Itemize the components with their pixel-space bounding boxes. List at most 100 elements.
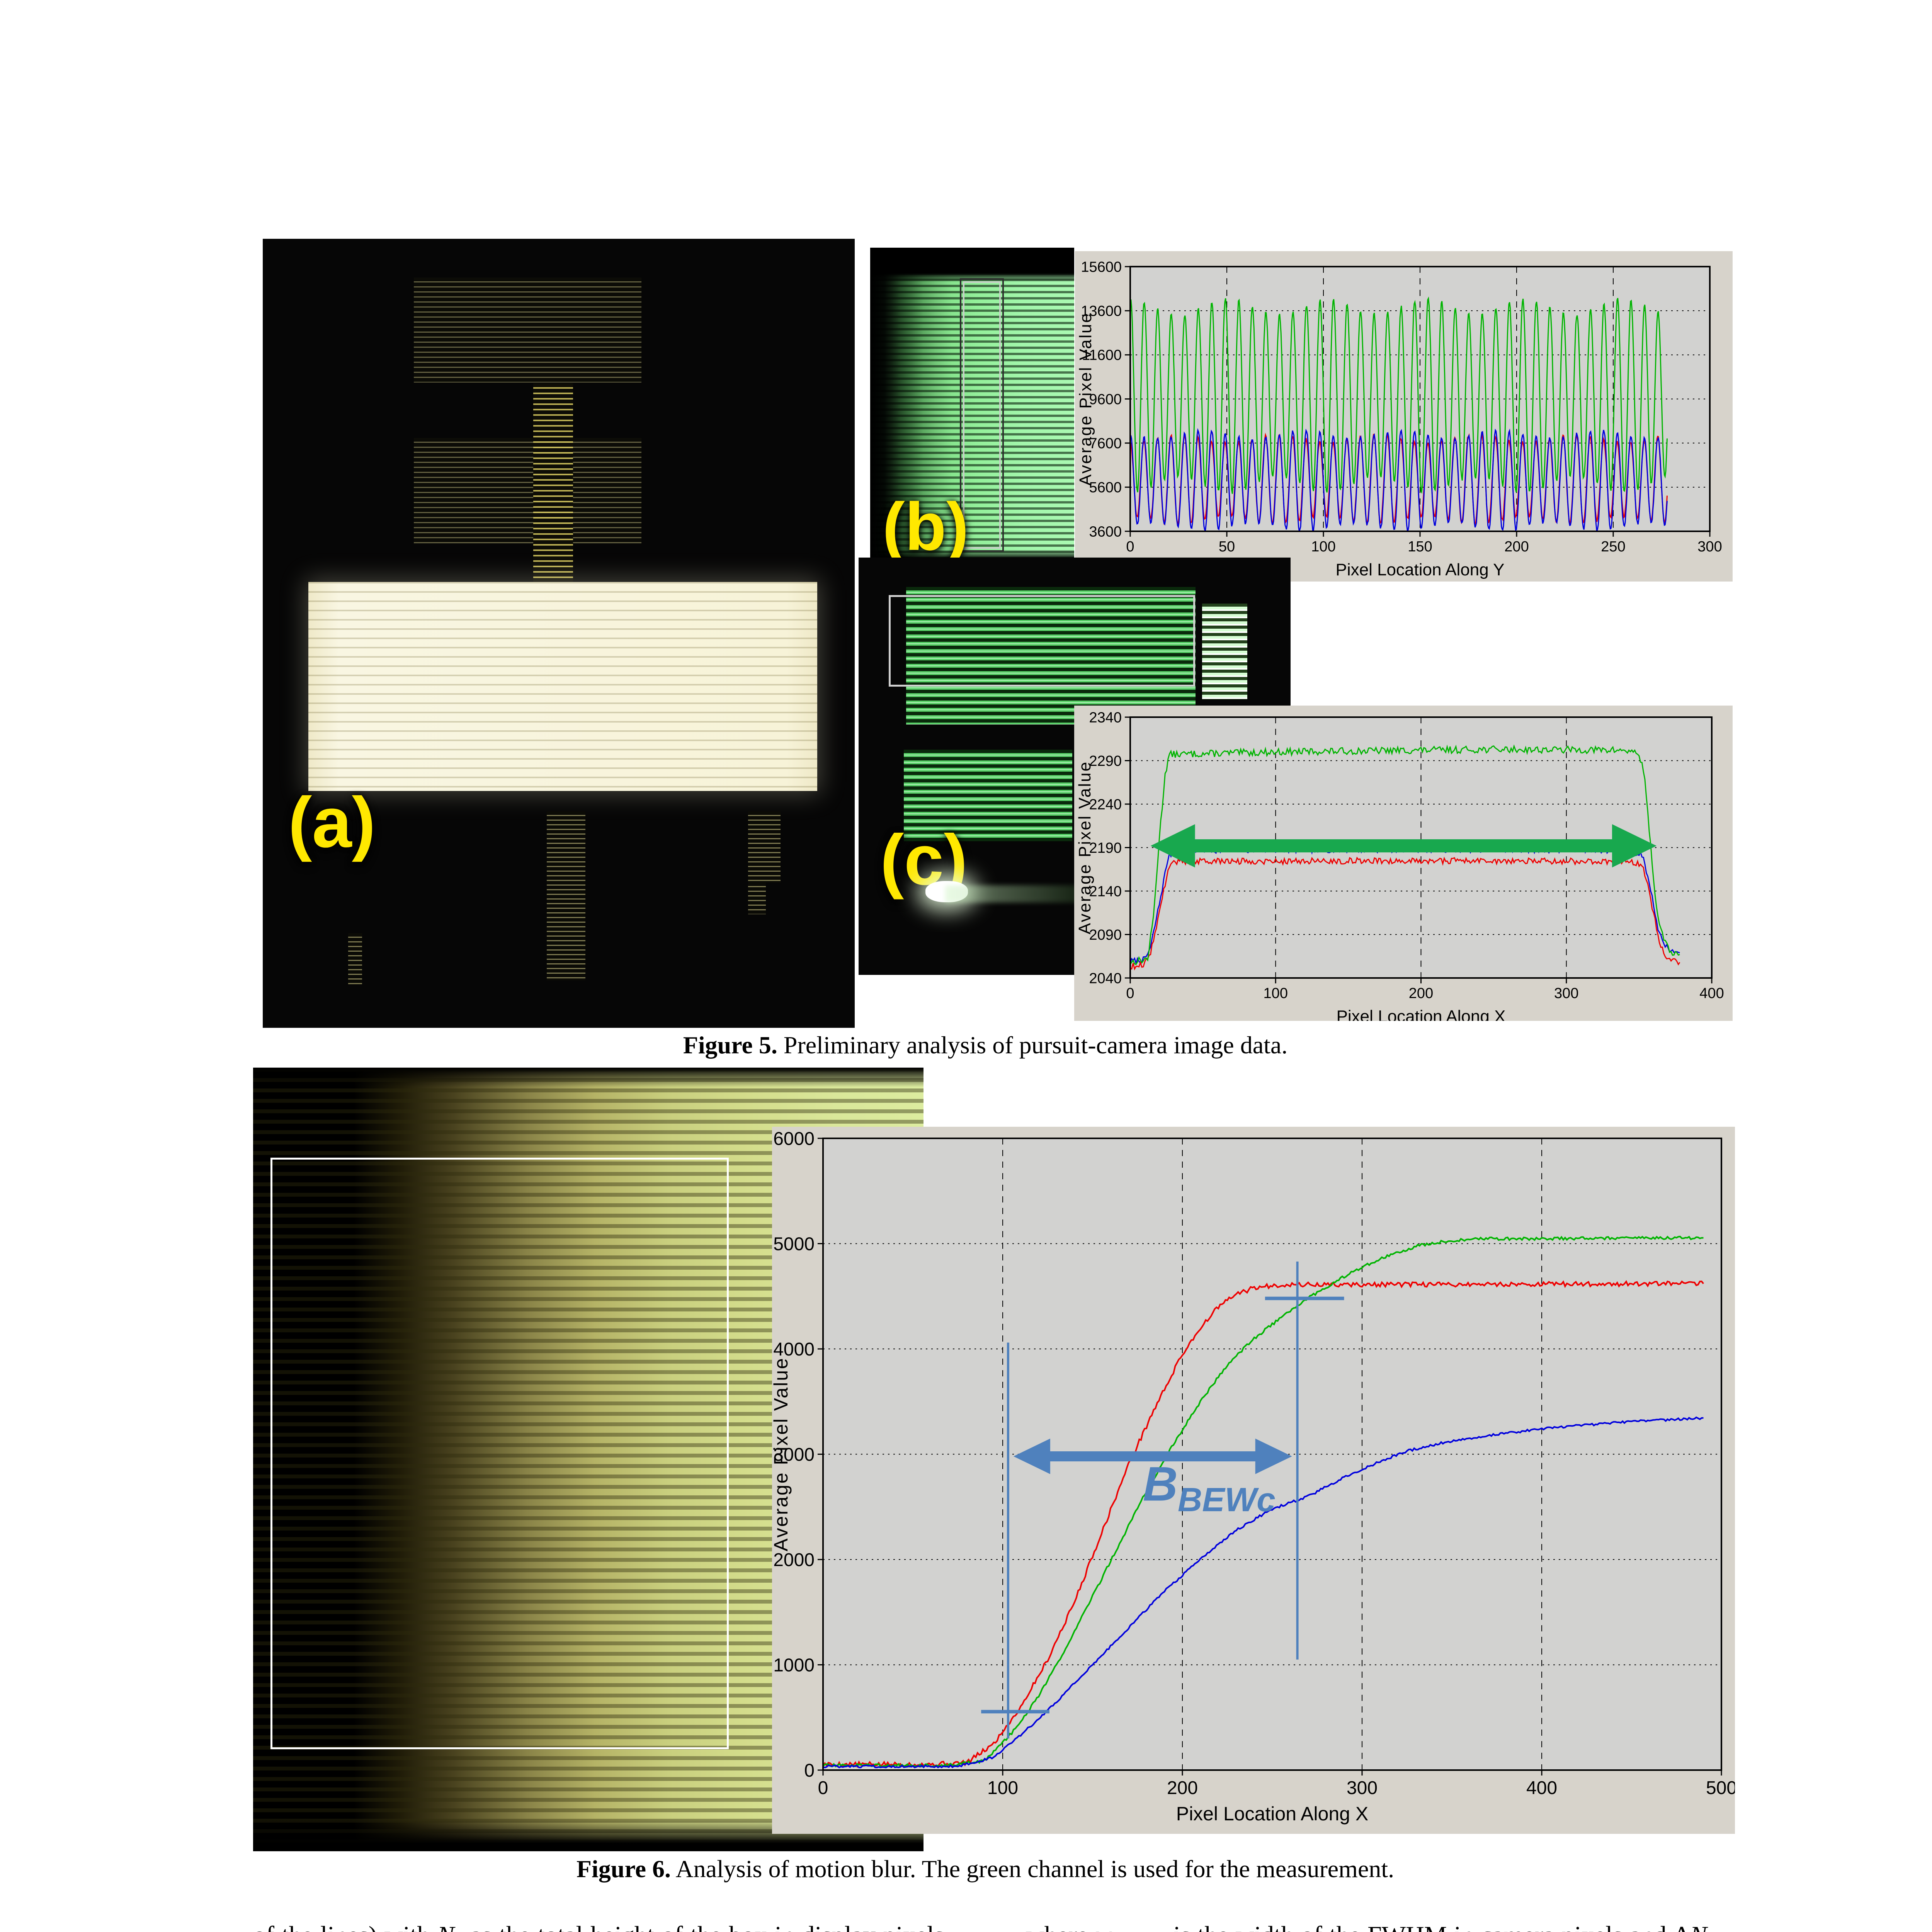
y-tick-label: 2340	[1089, 709, 1122, 726]
y-tick-label: 15600	[1081, 259, 1122, 275]
tiny-striped-column-left	[348, 933, 362, 985]
bbewc-annotation-label: BBEWc	[1143, 1457, 1276, 1519]
selection-rectangle	[889, 595, 1195, 687]
figure6-caption-text: Analysis of motion blur. The green chann…	[670, 1855, 1395, 1883]
x-tick-label: 300	[1554, 985, 1578, 1002]
left-column: of the lines) with Nh as the total heigh…	[253, 1914, 944, 1932]
plot-b-svg: 0 50 100 150 200 250 300 3600 5600 7600 9600 11600 1…	[1076, 259, 1722, 579]
fwhm-width-arrow-right-head	[1612, 824, 1657, 867]
x-tick-label: 400	[1526, 1778, 1557, 1798]
y-tick-label: 2040	[1089, 970, 1122, 986]
figure6-caption: Figure 6. Analysis of motion blur. The g…	[238, 1855, 1733, 1883]
bright-striped-box	[308, 582, 818, 791]
small-striped-column-right	[748, 811, 781, 883]
x-tick-label: 300	[1697, 539, 1722, 555]
y-tick-label: 13600	[1081, 303, 1122, 319]
x-tick-label: 100	[987, 1778, 1018, 1798]
y-axis-title: Average Pixel Value	[1076, 312, 1095, 486]
selection-rectangle-inner	[963, 281, 1001, 549]
vertical-striped-column	[533, 383, 573, 588]
x-axis-title: Pixel Location Along Y	[1335, 560, 1504, 579]
figure5-caption-text: Preliminary analysis of pursuit-camera i…	[777, 1031, 1288, 1059]
y-tick-label: 7600	[1089, 435, 1122, 452]
green-striped-box-top	[906, 587, 1196, 724]
x-tick-label: 200	[1167, 1778, 1198, 1798]
x-axis-title: Pixel Location Along X	[1176, 1803, 1369, 1825]
y-tick-label: 2190	[1089, 840, 1122, 856]
y-tick-label: 3000	[773, 1444, 815, 1465]
y-tick-label: 2140	[1089, 883, 1122, 900]
y-tick-label: 3600	[1089, 524, 1122, 540]
x-tick-label: 0	[1126, 539, 1134, 555]
y-tick-label: 5000	[773, 1234, 815, 1254]
plot-c-svg: 0 100 200 300 400 2040 2090 2140 2190 2240 2290 234…	[1075, 709, 1724, 1021]
series-green-channel	[1130, 744, 1680, 965]
figure5b-label: (b)	[882, 489, 969, 562]
data-series	[823, 1235, 1704, 1769]
x-tick-label: 500	[1706, 1778, 1735, 1798]
series-green-channel	[1130, 296, 1668, 494]
x-tick-label: 0	[1126, 985, 1134, 1002]
annotations	[1150, 824, 1657, 867]
small-striped-column-center	[547, 811, 585, 981]
x-axis-title: Pixel Location Along X	[1337, 1007, 1506, 1021]
body-paragraph: where wFWHM is the width of the FWHM in …	[1026, 1914, 1719, 1932]
x-tick-label: 400	[1699, 985, 1724, 1002]
y-tick-label: 9600	[1089, 391, 1122, 408]
right-column: where wFWHM is the width of the FWHM in …	[1026, 1914, 1719, 1932]
y-tick-label: 2290	[1089, 753, 1122, 769]
blur-edge-width-arrow-right-head	[1255, 1438, 1292, 1474]
selection-rectangle	[270, 1158, 729, 1750]
green-striped-box-bottom	[904, 749, 1073, 842]
figure5a-photo: (a)	[263, 239, 855, 1028]
y-tick-label: 11600	[1082, 347, 1122, 364]
bright-striped-column	[1202, 603, 1248, 700]
figure6-caption-number: Figure 6.	[576, 1855, 671, 1883]
plot-c-fwhm-profile: 0 100 200 300 400 2040 2090 2140 2190 2240 2290 234…	[1074, 706, 1733, 1021]
dim-striped-box-mid	[413, 437, 642, 544]
x-tick-label: 200	[1504, 539, 1529, 555]
dim-striped-box-top	[413, 277, 642, 383]
series-blue-channel	[823, 1416, 1704, 1769]
plot-fig6-svg: 0 100 200 300 400 500010002000300040005000600…	[772, 1129, 1735, 1825]
figure5-caption: Figure 5. Preliminary analysis of pursui…	[238, 1031, 1733, 1060]
y-axis-title: Average Pixel Value	[1075, 761, 1094, 934]
fwhm-width-arrow-left-head	[1150, 824, 1195, 867]
x-tick-label: 50	[1219, 539, 1235, 555]
x-tick-label: 250	[1601, 539, 1625, 555]
body-paragraph: of the lines) with Nh as the total heigh…	[253, 1914, 944, 1932]
x-tick-label: 300	[1347, 1778, 1378, 1798]
figure5a-label: (a)	[288, 783, 376, 863]
small-striped-column-right-step	[748, 883, 766, 914]
y-tick-label: 0	[804, 1760, 815, 1781]
plot-b-rgb-profile: 0 50 100 150 200 250 300 3600 5600 7600 9600 11600 1…	[1075, 251, 1733, 582]
y-tick-label: 5600	[1089, 480, 1122, 496]
y-tick-label: 2240	[1089, 796, 1122, 813]
plot-fig6-blur-profile: 0 100 200 300 400 500 0 1000 2000 3000 4000 5000 600…	[772, 1127, 1735, 1834]
x-tick-label: 100	[1311, 539, 1335, 555]
green-stripe-gradient	[870, 248, 1074, 562]
series-red-channel	[823, 1280, 1704, 1768]
x-tick-label: 0	[818, 1778, 828, 1798]
data-series	[1130, 296, 1668, 531]
y-tick-label: 2090	[1089, 927, 1122, 943]
series-green-channel	[823, 1235, 1704, 1768]
y-axis-title: Average Pixel Value	[772, 1357, 792, 1551]
figure5-caption-number: Figure 5.	[683, 1031, 777, 1059]
series-red-channel	[1130, 857, 1680, 971]
x-tick-label: 200	[1409, 985, 1433, 1002]
annotations: BBEWc	[981, 1261, 1344, 1739]
y-tick-label: 4000	[773, 1339, 815, 1360]
x-tick-label: 150	[1408, 539, 1432, 555]
blur-edge-width-arrow-left-head	[1013, 1438, 1050, 1474]
figure5b-photo: (b)	[870, 248, 1074, 562]
y-tick-label: 6000	[773, 1129, 815, 1149]
selection-rectangle	[960, 278, 1004, 552]
axis-ticks-labels: 0 100 200 300 400 500010002000300040005000600…	[773, 1129, 1735, 1798]
y-tick-label: 1000	[773, 1655, 815, 1675]
y-tick-label: 2000	[773, 1550, 815, 1570]
axis-ticks-labels: 0 100 200 300 400 2040 2090 2140 2190 2240 2290 234…	[1089, 709, 1724, 1002]
series-blue-channel	[1130, 428, 1668, 531]
axis-ticks-labels: 0 50 100 150 200 250 300 3600 5600 7600 9600 11600 1…	[1081, 259, 1722, 555]
